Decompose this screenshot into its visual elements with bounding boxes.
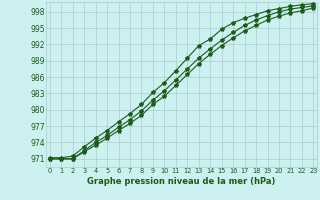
X-axis label: Graphe pression niveau de la mer (hPa): Graphe pression niveau de la mer (hPa) bbox=[87, 177, 276, 186]
